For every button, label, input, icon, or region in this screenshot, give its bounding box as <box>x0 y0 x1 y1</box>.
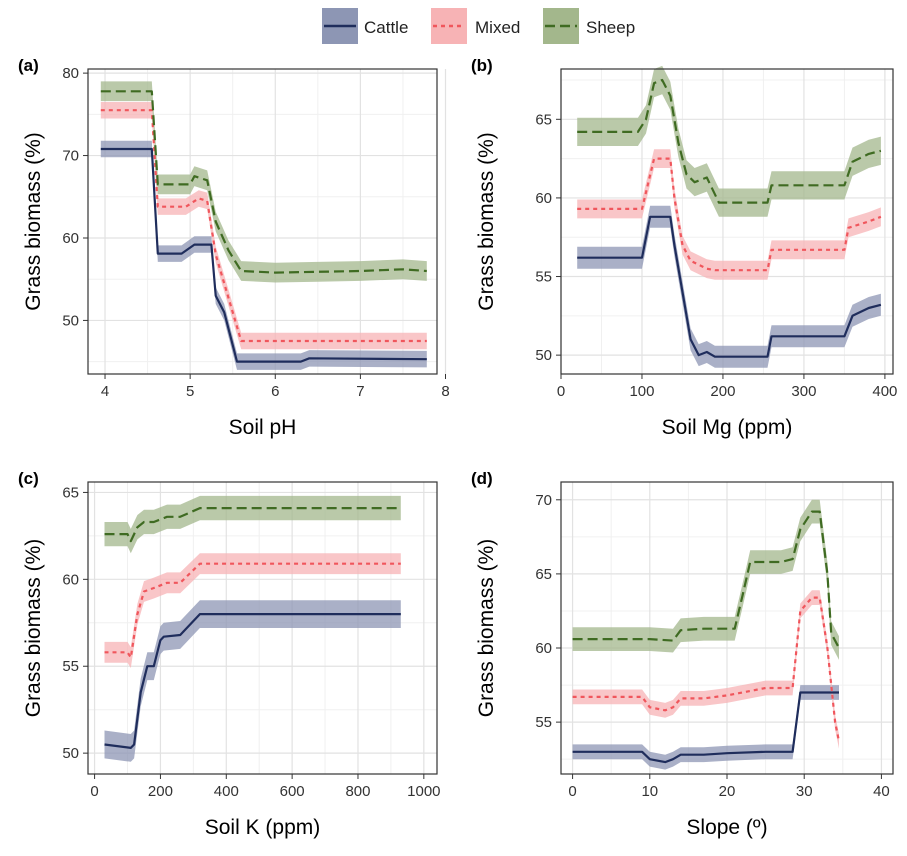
line-cattle <box>577 215 882 358</box>
x-tick-label: 10 <box>641 783 658 800</box>
line-mixed <box>572 596 841 742</box>
panel-tag: (d) <box>471 469 493 488</box>
x-tick-label: 30 <box>796 783 813 800</box>
y-axis-label: Grass biomass (%) <box>22 539 45 718</box>
x-tick-label: 0 <box>568 783 576 800</box>
legend-label: Mixed <box>475 18 520 37</box>
y-axis-label: Grass biomass (%) <box>22 132 45 311</box>
y-tick-label: 60 <box>62 571 79 588</box>
x-tick-label: 200 <box>710 383 735 400</box>
x-tick-label: 800 <box>345 783 370 800</box>
panel-d: (d) 0 10 20 30 40 55 60 65 70 Slope (º) Grass bioma… <box>471 469 894 839</box>
y-tick-label: 65 <box>535 566 552 583</box>
legend-item-sheep: Sheep <box>543 8 635 44</box>
x-tick-label: 100 <box>629 383 654 400</box>
x-tick-label: 1000 <box>407 783 440 800</box>
y-tick-label: 70 <box>535 492 552 509</box>
x-tick-label: 400 <box>872 383 897 400</box>
panel-tag: (a) <box>18 56 39 75</box>
y-axis-label: Grass biomass (%) <box>475 132 498 311</box>
x-tick-label: 300 <box>791 383 816 400</box>
y-axis-label: Grass biomass (%) <box>475 539 498 718</box>
x-axis-label: Soil Mg (ppm) <box>662 416 793 439</box>
y-tick-label: 55 <box>535 714 552 731</box>
x-axis-label: Soil pH <box>229 416 297 439</box>
line-cattle <box>572 691 839 764</box>
panel-c: (c) 0 200 400 600 800 1000 50 55 60 65 Soil K (ppm)… <box>18 469 441 839</box>
plot-area <box>88 69 437 374</box>
grid <box>88 69 447 374</box>
panel-tag: (c) <box>18 469 39 488</box>
x-tick-label: 5 <box>186 383 194 400</box>
band-cattle <box>572 685 839 770</box>
legend-label: Sheep <box>586 18 635 37</box>
y-tick-label: 55 <box>62 658 79 675</box>
line-sheep <box>100 90 427 274</box>
line-mixed <box>577 157 882 272</box>
band-cattle <box>100 140 427 370</box>
y-tick-label: 50 <box>535 347 552 364</box>
x-tick-label: 0 <box>557 383 565 400</box>
x-tick-label: 600 <box>280 783 305 800</box>
line-cattle <box>100 147 427 363</box>
panel-tag: (b) <box>471 56 493 75</box>
x-tick-label: 20 <box>719 783 736 800</box>
band-sheep <box>100 81 427 283</box>
line-mixed <box>100 109 427 343</box>
line-sheep <box>577 78 882 204</box>
line-mixed <box>104 562 401 659</box>
line-sheep <box>572 510 840 649</box>
x-axis-label: Soil K (ppm) <box>205 816 321 839</box>
plot-border <box>87 481 438 775</box>
x-tick-label: 400 <box>214 783 239 800</box>
line-cattle <box>104 613 401 749</box>
band-sheep <box>577 65 881 217</box>
x-tick-label: 40 <box>873 783 890 800</box>
band-mixed <box>577 149 881 280</box>
band-mixed <box>104 553 401 668</box>
plot-border <box>560 68 894 375</box>
y-tick-label: 55 <box>535 269 552 286</box>
x-tick-label: 7 <box>356 383 364 400</box>
legend-item-mixed: Mixed <box>431 8 520 44</box>
y-tick-label: 65 <box>535 111 552 128</box>
legend: Cattle Mixed Sheep <box>322 8 635 44</box>
x-axis-label: Slope (º) <box>686 816 767 839</box>
y-tick-label: 65 <box>62 484 79 501</box>
x-tick-label: 6 <box>271 383 279 400</box>
x-tick-label: 4 <box>101 383 109 400</box>
y-tick-label: 80 <box>62 65 79 82</box>
y-tick-label: 50 <box>62 745 79 762</box>
legend-label: Cattle <box>364 18 408 37</box>
band-cattle <box>104 600 401 762</box>
band-cattle <box>577 205 881 368</box>
x-tick-label: 8 <box>441 383 449 400</box>
panel-b: (b) 0 100 200 300 400 50 55 60 65 Soil Mg (ppm) Gra… <box>471 56 897 439</box>
legend-item-cattle: Cattle <box>322 8 408 44</box>
plot-border <box>87 68 438 375</box>
x-tick-label: 200 <box>148 783 173 800</box>
x-tick-label: 0 <box>90 783 98 800</box>
y-tick-label: 60 <box>535 190 552 207</box>
y-tick-label: 60 <box>62 230 79 247</box>
y-tick-label: 60 <box>535 640 552 657</box>
band-sheep <box>104 495 401 554</box>
y-tick-label: 70 <box>62 148 79 165</box>
y-tick-label: 50 <box>62 312 79 329</box>
panel-a: (a) 4 5 6 7 8 50 60 70 80 Soil pH Grass biomass (%) <box>18 56 450 439</box>
